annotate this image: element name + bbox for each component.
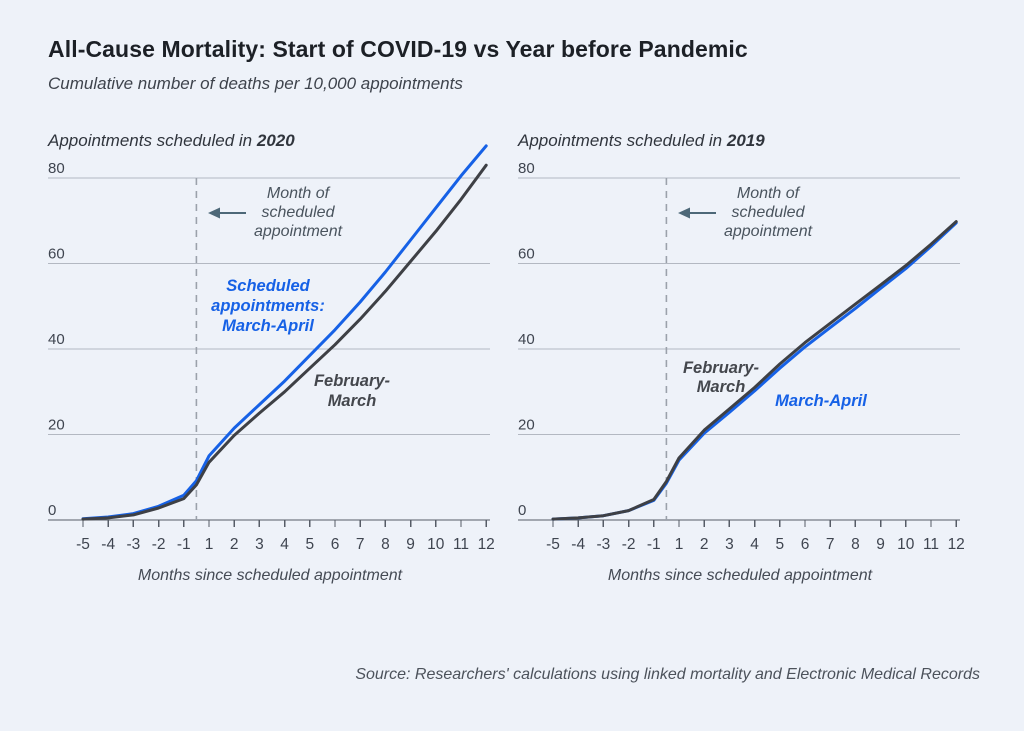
x-tick-label: 6 <box>331 536 340 553</box>
annotation-line: appointment <box>724 223 813 240</box>
x-tick-label: -3 <box>127 536 141 553</box>
x-tick-label: 5 <box>305 536 314 553</box>
x-axis: -5 -4 -3 -2 -1 1 2 3 4 5 6 7 8 9 10 11 12 <box>48 519 495 553</box>
annotation-line: Month of <box>267 185 331 202</box>
y-tick-label: 0 <box>48 502 56 519</box>
x-tick-label: -4 <box>101 536 115 553</box>
svg-text:February-: February- <box>683 359 760 377</box>
x-tick-label: 10 <box>897 536 915 553</box>
x-tick-label: 5 <box>775 536 784 553</box>
annotation-line: scheduled <box>262 204 336 221</box>
x-axis: -5 -4 -3 -2 -1 1 2 3 4 5 6 7 8 9 10 11 12 <box>518 519 965 553</box>
x-tick-label: 7 <box>356 536 365 553</box>
x-tick-label: -5 <box>76 536 90 553</box>
x-tick-label: 3 <box>725 536 734 553</box>
x-tick-label: 4 <box>280 536 289 553</box>
left-arrow-icon <box>678 207 690 219</box>
y-tick-label: 80 <box>518 160 535 177</box>
annotation-month-of-appointment: Month of scheduled appointment <box>208 185 343 240</box>
svg-text:Scheduled: Scheduled <box>226 277 310 295</box>
source-note: Source: Researchers' calculations using … <box>355 666 980 683</box>
y-tick-label: 60 <box>48 246 65 263</box>
series-line-february-march <box>551 220 958 521</box>
series-label-march-april-2019: March-April <box>775 392 867 410</box>
y-tick-label: 20 <box>518 417 535 434</box>
y-gridlines: 0 20 40 60 80 <box>48 160 490 519</box>
svg-text:appointments:: appointments: <box>211 297 325 315</box>
x-tick-label: 2 <box>230 536 239 553</box>
series-line-scheduled-appointments-march-april <box>81 144 488 521</box>
annotation-line: scheduled <box>732 204 806 221</box>
panel-title-2019: Appointments scheduled in 2019 <box>517 131 765 150</box>
y-tick-label: 40 <box>518 331 535 348</box>
y-tick-label: 40 <box>48 331 65 348</box>
x-tick-label: -2 <box>622 536 636 553</box>
x-tick-label: 9 <box>406 536 415 553</box>
x-tick-label: -3 <box>597 536 611 553</box>
y-tick-label: 80 <box>48 160 65 177</box>
panel-title-2020: Appointments scheduled in 2020 <box>47 131 295 150</box>
x-tick-label: 8 <box>851 536 860 553</box>
series-lines <box>551 220 958 521</box>
y-tick-label: 60 <box>518 246 535 263</box>
chart-panel-2020: Appointments scheduled in 2020 020406080… <box>47 131 495 584</box>
x-tick-label: -5 <box>546 536 560 553</box>
x-axis-title: Months since scheduled appointment <box>138 567 403 584</box>
y-tick-label: 20 <box>48 417 65 434</box>
x-tick-label: 11 <box>923 536 939 553</box>
x-tick-label: -4 <box>571 536 585 553</box>
series-label-february-march-2020: February- March <box>314 372 391 410</box>
x-tick-label: 9 <box>876 536 885 553</box>
x-tick-label: -1 <box>647 536 661 553</box>
chart-panel-2019: Appointments scheduled in 2019 020406080… <box>517 131 965 584</box>
series-line-february-march <box>81 163 488 521</box>
annotation-line: appointment <box>254 223 343 240</box>
x-tick-label: 8 <box>381 536 390 553</box>
x-tick-label: 7 <box>826 536 835 553</box>
svg-text:March-April: March-April <box>775 392 867 410</box>
y-tick-label: 0 <box>518 502 526 519</box>
x-tick-label: 1 <box>675 536 684 553</box>
svg-text:March: March <box>697 378 746 396</box>
x-tick-label: -1 <box>177 536 191 553</box>
x-tick-label: 12 <box>948 536 965 553</box>
page-title: All-Cause Mortality: Start of COVID-19 v… <box>48 36 748 62</box>
page-subtitle: Cumulative number of deaths per 10,000 a… <box>48 74 463 93</box>
x-tick-label: 12 <box>478 536 495 553</box>
x-tick-label: 4 <box>750 536 759 553</box>
x-tick-label: 6 <box>801 536 810 553</box>
svg-text:March: March <box>328 392 377 410</box>
svg-text:March-April: March-April <box>222 317 314 335</box>
x-tick-label: 1 <box>205 536 214 553</box>
left-arrow-icon <box>208 207 220 219</box>
series-lines <box>81 144 488 521</box>
x-axis-title: Months since scheduled appointment <box>608 567 873 584</box>
series-label-march-april-2020: Scheduled appointments: March-April <box>211 277 325 335</box>
x-tick-label: 10 <box>427 536 445 553</box>
svg-text:February-: February- <box>314 372 391 390</box>
annotation-line: Month of <box>737 185 801 202</box>
x-tick-label: 3 <box>255 536 264 553</box>
y-gridlines: 0 20 40 60 80 <box>518 160 960 519</box>
annotation-month-of-appointment: Month of scheduled appointment <box>678 185 813 240</box>
x-tick-label: -2 <box>152 536 166 553</box>
series-label-february-march-2019: February- March <box>683 359 760 396</box>
x-tick-label: 2 <box>700 536 709 553</box>
x-tick-label: 11 <box>453 536 469 553</box>
